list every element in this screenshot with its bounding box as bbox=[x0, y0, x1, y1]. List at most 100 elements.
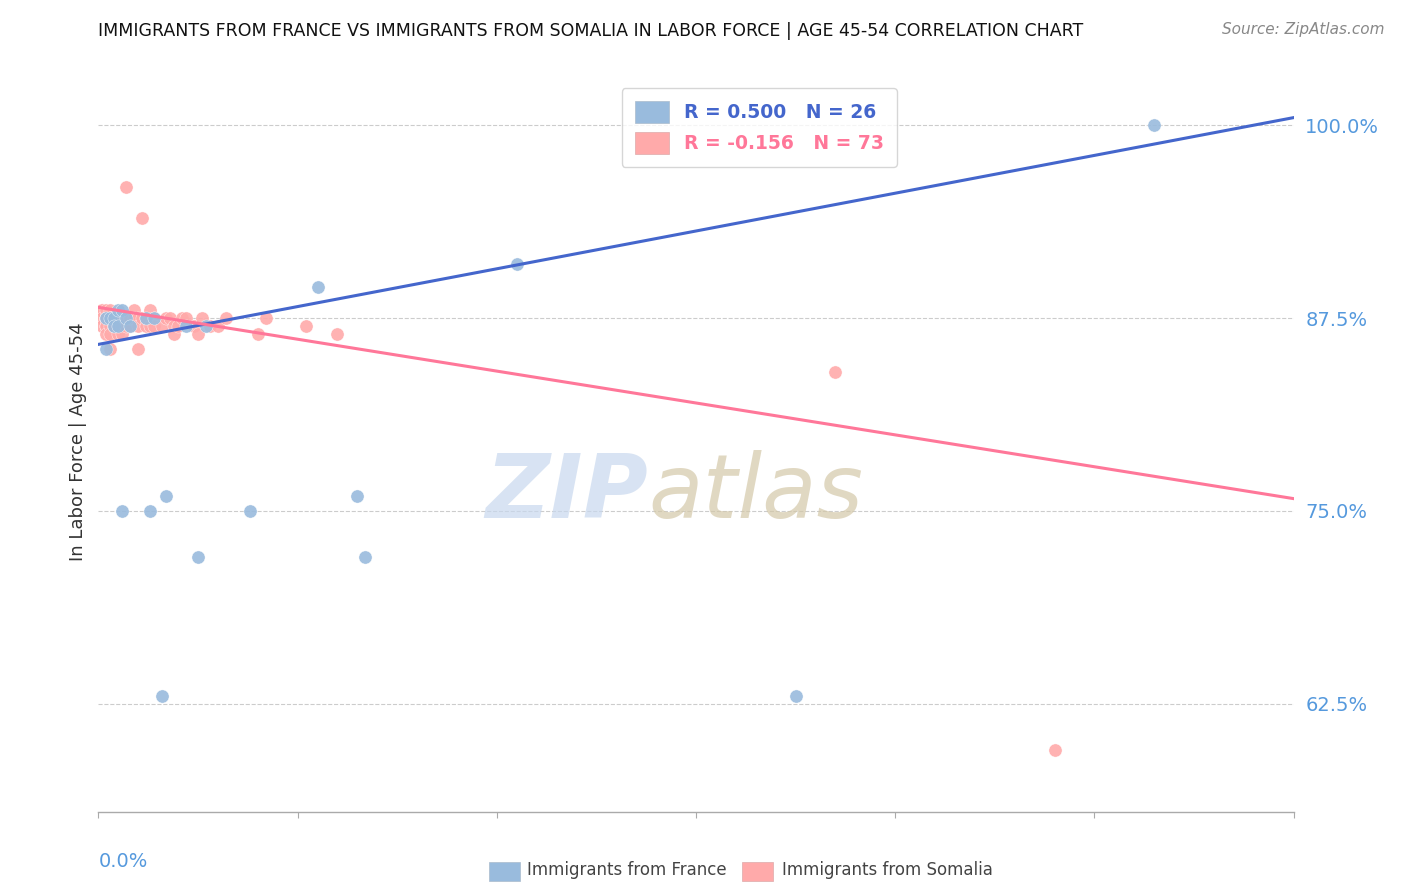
Point bbox=[103, 311, 125, 326]
Point bbox=[98, 318, 122, 333]
Point bbox=[198, 318, 221, 333]
Point bbox=[107, 326, 129, 341]
Point bbox=[103, 318, 125, 333]
Point bbox=[239, 504, 262, 518]
Point bbox=[127, 311, 149, 326]
Point bbox=[346, 489, 368, 503]
Point bbox=[1043, 743, 1066, 757]
Point bbox=[98, 326, 122, 341]
Point bbox=[187, 326, 209, 341]
Point bbox=[107, 303, 129, 318]
Point bbox=[127, 318, 149, 333]
Point bbox=[120, 311, 142, 326]
Point bbox=[127, 342, 149, 356]
Point bbox=[174, 311, 197, 326]
Point bbox=[98, 311, 122, 326]
Point bbox=[506, 257, 529, 271]
Point bbox=[824, 365, 846, 379]
Point bbox=[96, 303, 118, 318]
Point bbox=[91, 303, 114, 318]
Point bbox=[98, 311, 122, 326]
Point bbox=[143, 318, 166, 333]
Point bbox=[120, 318, 142, 333]
Text: Source: ZipAtlas.com: Source: ZipAtlas.com bbox=[1222, 22, 1385, 37]
Point bbox=[143, 311, 166, 326]
Point bbox=[107, 311, 129, 326]
Text: atlas: atlas bbox=[648, 450, 863, 536]
Point bbox=[163, 326, 186, 341]
Point bbox=[131, 211, 153, 225]
Point bbox=[115, 311, 138, 326]
Point bbox=[215, 311, 238, 326]
Point bbox=[174, 318, 197, 333]
Point bbox=[111, 326, 134, 341]
Point bbox=[207, 318, 229, 333]
Point bbox=[191, 311, 214, 326]
Point bbox=[115, 318, 138, 333]
Point bbox=[103, 318, 125, 333]
Point bbox=[111, 311, 134, 326]
Text: ZIP: ZIP bbox=[485, 450, 648, 537]
Point bbox=[124, 311, 146, 326]
Point bbox=[91, 318, 114, 333]
Point bbox=[96, 326, 118, 341]
Y-axis label: In Labor Force | Age 45-54: In Labor Force | Age 45-54 bbox=[69, 322, 87, 561]
Legend: R = 0.500   N = 26, R = -0.156   N = 73: R = 0.500 N = 26, R = -0.156 N = 73 bbox=[621, 88, 897, 167]
Point bbox=[172, 311, 194, 326]
Point bbox=[124, 303, 146, 318]
Point bbox=[98, 311, 122, 326]
Point bbox=[785, 689, 807, 703]
Point bbox=[135, 311, 157, 326]
Point bbox=[120, 318, 142, 333]
Point bbox=[111, 303, 134, 318]
Point bbox=[143, 311, 166, 326]
Point bbox=[98, 311, 122, 326]
Point bbox=[139, 504, 162, 518]
Point bbox=[96, 318, 118, 333]
Text: IMMIGRANTS FROM FRANCE VS IMMIGRANTS FROM SOMALIA IN LABOR FORCE | AGE 45-54 COR: IMMIGRANTS FROM FRANCE VS IMMIGRANTS FRO… bbox=[98, 22, 1084, 40]
Point bbox=[96, 342, 118, 356]
Point bbox=[103, 318, 125, 333]
Point bbox=[155, 489, 177, 503]
Point bbox=[115, 180, 138, 194]
Point bbox=[150, 689, 173, 703]
Point bbox=[111, 311, 134, 326]
Point bbox=[107, 318, 129, 333]
Point bbox=[139, 318, 162, 333]
Point bbox=[194, 318, 218, 333]
Point bbox=[91, 311, 114, 326]
Point bbox=[98, 311, 122, 326]
Point bbox=[254, 311, 277, 326]
Text: Immigrants from France: Immigrants from France bbox=[527, 861, 727, 879]
Point bbox=[1143, 119, 1166, 133]
Point bbox=[246, 326, 269, 341]
Point bbox=[103, 311, 125, 326]
Point bbox=[131, 311, 153, 326]
Point bbox=[96, 311, 118, 326]
Text: Immigrants from Somalia: Immigrants from Somalia bbox=[782, 861, 993, 879]
Point bbox=[96, 311, 118, 326]
Point bbox=[163, 318, 186, 333]
Point bbox=[187, 550, 209, 565]
Point bbox=[107, 311, 129, 326]
Point bbox=[91, 303, 114, 318]
Text: 0.0%: 0.0% bbox=[98, 853, 148, 871]
Point bbox=[98, 303, 122, 318]
Point bbox=[107, 318, 129, 333]
Point bbox=[183, 318, 205, 333]
Point bbox=[135, 318, 157, 333]
Point bbox=[139, 303, 162, 318]
Point bbox=[326, 326, 349, 341]
Point bbox=[294, 318, 316, 333]
Point bbox=[135, 311, 157, 326]
Point bbox=[115, 311, 138, 326]
Point bbox=[159, 311, 181, 326]
Point bbox=[150, 318, 173, 333]
Point bbox=[155, 311, 177, 326]
Point bbox=[96, 311, 118, 326]
Point bbox=[307, 280, 329, 294]
Point bbox=[96, 318, 118, 333]
Point bbox=[111, 318, 134, 333]
Point bbox=[98, 342, 122, 356]
Point bbox=[107, 318, 129, 333]
